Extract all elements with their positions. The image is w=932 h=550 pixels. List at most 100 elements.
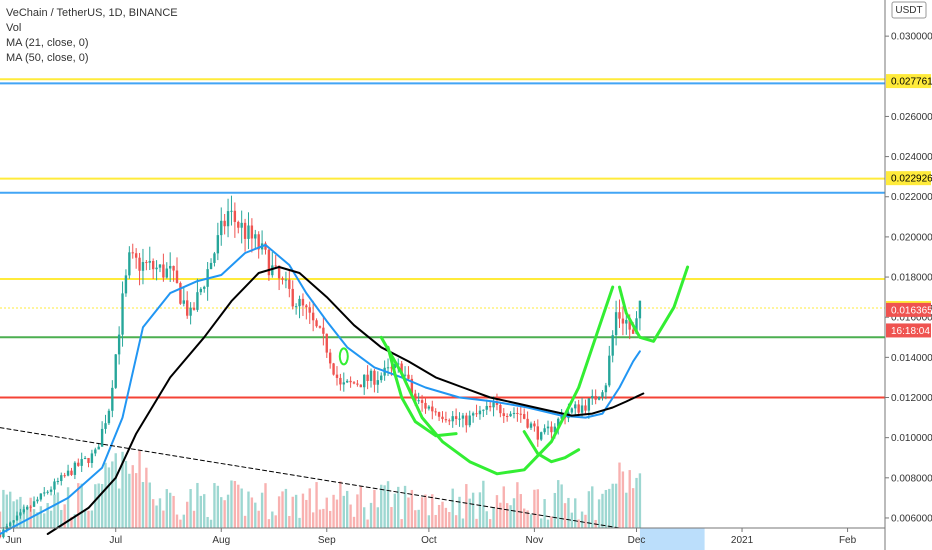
candle-body	[305, 305, 308, 308]
volume-bar	[77, 483, 80, 528]
volume-bar	[237, 484, 240, 528]
volume-label: Vol	[6, 22, 22, 34]
volume-bar	[267, 519, 271, 528]
candle-body	[281, 278, 284, 280]
volume-bar	[308, 488, 311, 528]
volume-bar	[482, 480, 485, 528]
candle-body	[540, 432, 543, 440]
candle-body	[390, 367, 393, 369]
volume-bar	[461, 518, 465, 528]
candle-body	[505, 416, 509, 418]
x-tick-label: Jun	[6, 535, 22, 546]
candle-body	[502, 413, 505, 417]
y-tick-label: 0.022000	[891, 192, 932, 203]
volume-bar	[243, 515, 247, 528]
volume-bar	[516, 482, 519, 528]
candle-body	[614, 312, 618, 336]
candle-body	[250, 225, 254, 239]
symbol-title: VeChain / TetherUS, 1D, BINANCE	[6, 7, 178, 19]
candle-body	[587, 398, 591, 411]
candle-body	[87, 457, 90, 463]
price-tag-4	[886, 323, 931, 338]
candle-body	[346, 380, 349, 383]
volume-bar	[121, 451, 124, 528]
candle-body	[114, 354, 117, 388]
volume-bar	[145, 467, 148, 528]
candle-body	[32, 501, 36, 507]
volume-bar	[577, 519, 580, 528]
price-tag-label: 0.027761	[891, 77, 932, 88]
price-tag-label: 0.016365	[891, 305, 932, 316]
volume-bar	[560, 484, 563, 528]
candle-body	[441, 416, 444, 420]
volume-bar	[431, 494, 434, 528]
volume-bar	[151, 499, 155, 528]
volume-bar	[451, 488, 454, 528]
volume-bar	[83, 510, 87, 528]
volume-bar	[80, 483, 83, 528]
volume-bar	[512, 498, 516, 528]
candle-body	[155, 267, 158, 270]
volume-bar	[291, 496, 294, 528]
currency-badge	[891, 1, 927, 19]
volume-bar	[271, 511, 274, 528]
candle-body	[274, 265, 277, 267]
candle-body	[417, 400, 420, 402]
candle-body	[414, 393, 417, 402]
candle-body	[288, 279, 291, 289]
candle-body	[134, 253, 138, 258]
candle-body	[223, 220, 226, 227]
x-tick-label: Aug	[212, 535, 230, 546]
volume-bar	[403, 485, 407, 528]
candle-body	[366, 374, 369, 381]
candle-body	[209, 262, 213, 270]
candles	[0, 195, 642, 539]
candle-body	[597, 397, 601, 400]
volume-bar	[250, 497, 254, 528]
candle-body	[226, 211, 230, 227]
volume-bar	[73, 514, 77, 528]
candle-body	[90, 453, 94, 463]
candle-body	[369, 370, 373, 381]
volume-bar	[26, 508, 29, 528]
candle-body	[485, 405, 488, 410]
candle-body	[397, 363, 400, 365]
candle-body	[46, 491, 49, 493]
volume-bar	[281, 491, 284, 528]
volume-bar	[254, 502, 257, 528]
candle-body	[509, 413, 512, 417]
volume-bar	[454, 515, 458, 528]
volume-bar	[591, 486, 594, 528]
volume-bar	[611, 483, 614, 528]
candle-body	[291, 288, 294, 307]
candle-body	[431, 406, 434, 412]
candle-body	[179, 283, 182, 304]
y-tick-label: 0.016000	[891, 313, 932, 324]
candle-body	[271, 265, 274, 276]
candle-body	[56, 481, 60, 483]
volume-bar	[488, 519, 492, 528]
candle-body	[63, 475, 66, 477]
candle-body	[203, 286, 206, 289]
candle-body	[631, 329, 635, 334]
candle-body	[318, 326, 322, 328]
candle-body	[124, 275, 128, 294]
volume-bar	[390, 507, 393, 528]
volume-bar	[301, 493, 305, 528]
pattern-curve-2	[522, 430, 581, 464]
volume-bar	[70, 516, 73, 528]
volume-bar	[570, 512, 574, 528]
volume-bar	[557, 480, 560, 528]
x-tick-label: Dec	[628, 535, 646, 546]
volume-bar	[90, 510, 94, 528]
candle-body	[138, 257, 141, 271]
candle-body	[444, 419, 448, 421]
x-tick-label: Sep	[318, 535, 336, 546]
volume-bar	[60, 509, 63, 528]
volume-bar	[182, 514, 185, 528]
candle-body	[284, 279, 288, 281]
volume-bar	[264, 483, 267, 528]
candle-body	[437, 412, 441, 417]
volume-bar	[107, 467, 111, 528]
